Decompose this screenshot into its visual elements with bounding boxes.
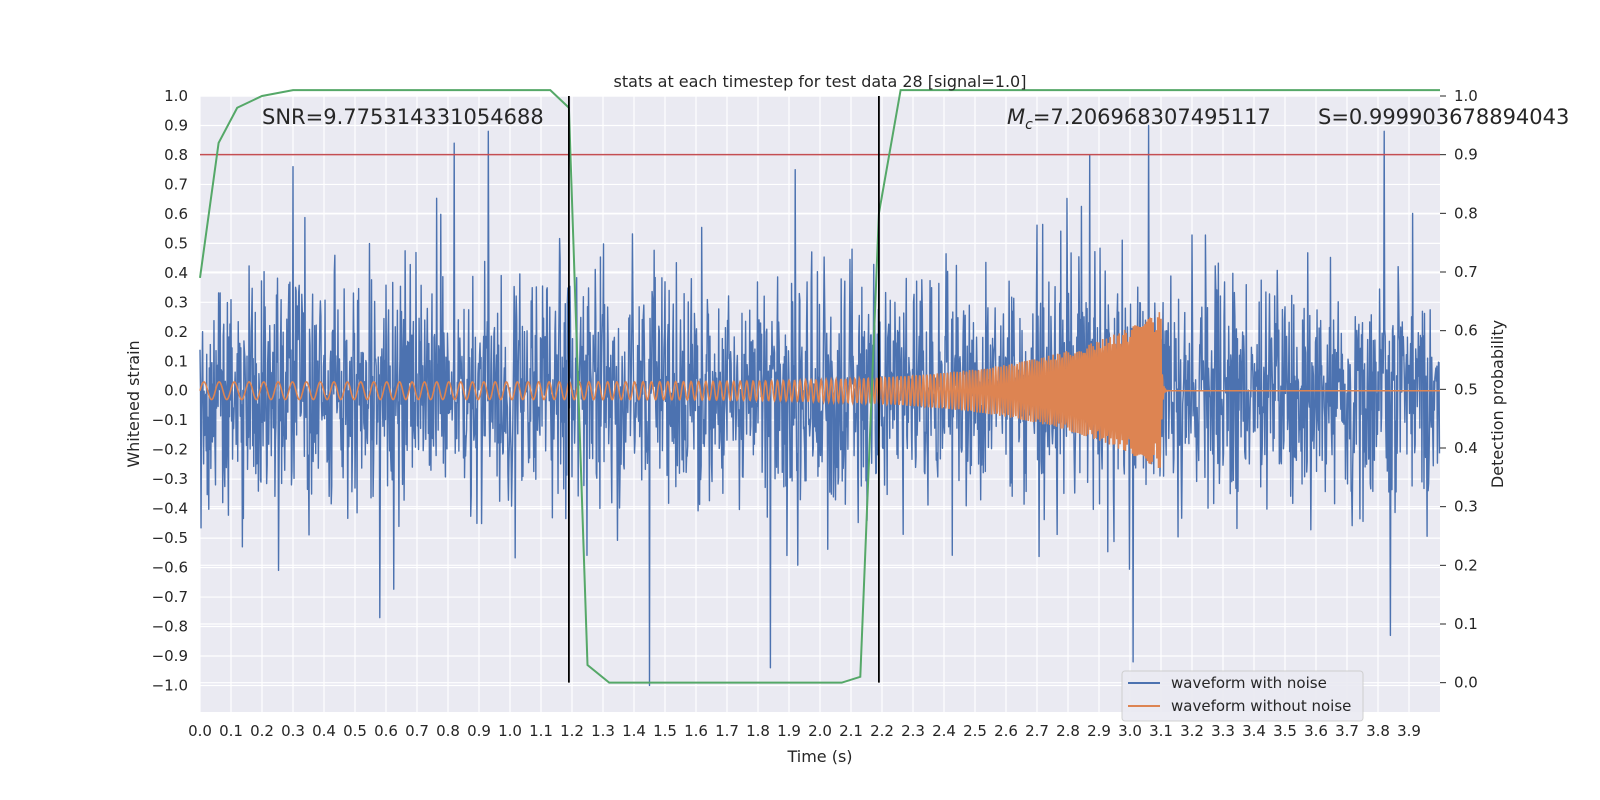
legend-box [1121, 670, 1364, 722]
x-tick-label: 1.3 [591, 722, 615, 740]
x-tick-label: 1.1 [529, 722, 553, 740]
x-tick-label: 2.2 [870, 722, 894, 740]
y2-tick-label: 0.5 [1454, 380, 1478, 398]
legend-label-noise: waveform with noise [1171, 674, 1327, 692]
y2-tick-label: 0.7 [1454, 263, 1478, 281]
x-tick-label: 3.7 [1335, 722, 1359, 740]
y2-tick-label: 0.6 [1454, 322, 1478, 340]
y-tick-label: 0.7 [164, 175, 188, 193]
x-tick-label: 2.1 [839, 722, 863, 740]
x-tick-label: 2.4 [932, 722, 956, 740]
y-tick-label: −0.8 [152, 618, 188, 636]
x-tick-label: 0.2 [250, 722, 274, 740]
x-tick-label: 1.7 [715, 722, 739, 740]
y2-tick-label: 0.1 [1454, 615, 1478, 633]
series-waveform-without-noise [199, 312, 1440, 468]
y2-tick-label: 0.4 [1454, 439, 1478, 457]
chart-title: stats at each timestep for test data 28 … [614, 72, 1027, 91]
y-tick-label: 0.1 [164, 352, 188, 370]
s-annotation: S=0.999903678894043 [1318, 105, 1569, 129]
y2-tick-label: 0.3 [1454, 498, 1478, 516]
y-tick-label: −0.9 [152, 647, 188, 665]
x-axis-label: Time (s) [786, 747, 852, 766]
mc-annotation: Mc=7.206968307495117 [1007, 105, 1271, 133]
x-tick-label: 0.5 [343, 722, 367, 740]
x-tick-label: 1.5 [653, 722, 677, 740]
x-tick-label: 3.2 [1180, 722, 1204, 740]
x-tick-label: 0.3 [281, 722, 305, 740]
mc-subscript: c [1025, 117, 1033, 133]
y2-tick-label: 0.8 [1454, 204, 1478, 222]
y-tick-label: −0.3 [152, 470, 188, 488]
x-tick-label: 0.4 [312, 722, 336, 740]
y-tick-label: −0.5 [152, 529, 188, 547]
x-tick-label: 1.6 [684, 722, 708, 740]
svg-text:Mc=7.206968307495117: Mc=7.206968307495117 [1007, 105, 1271, 133]
y2-tick-label: 0.2 [1454, 556, 1478, 574]
y-tick-label: 0.2 [164, 323, 188, 341]
x-tick-label: 0.9 [467, 722, 491, 740]
x-tick-label: 0.0 [188, 722, 212, 740]
y2-tick-label: 0.0 [1454, 674, 1478, 692]
x-tick-label: 2.8 [1056, 722, 1080, 740]
x-tick-label: 2.6 [994, 722, 1018, 740]
y-tick-label: 0.5 [164, 234, 188, 252]
legend-label-clean: waveform without noise [1171, 697, 1351, 715]
x-tick-label: 2.3 [901, 722, 925, 740]
snr-annotation: SNR=9.775314331054688 [262, 105, 544, 129]
y2-axis-label: Detection probability [1488, 320, 1507, 488]
x-tick-label: 1.0 [498, 722, 522, 740]
x-tick-label: 2.0 [808, 722, 832, 740]
y-tick-label: 1.0 [164, 87, 188, 105]
legend: waveform with noise waveform without noi… [1121, 670, 1364, 722]
y2-tick-label: 0.9 [1454, 146, 1478, 164]
x-tick-label: 0.7 [405, 722, 429, 740]
y-tick-label: 0.0 [164, 382, 188, 400]
y-tick-label: 0.8 [164, 146, 188, 164]
x-tick-label: 3.0 [1118, 722, 1142, 740]
mc-symbol: M [1007, 105, 1025, 129]
x-tick-label: 0.6 [374, 722, 398, 740]
mc-value: =7.206968307495117 [1033, 105, 1271, 129]
x-tick-label: 0.1 [219, 722, 243, 740]
x-tick-label: 3.4 [1242, 722, 1266, 740]
x-tick-label: 1.8 [746, 722, 770, 740]
x-tick-label: 2.5 [963, 722, 987, 740]
y2-tick-label: 1.0 [1454, 87, 1478, 105]
x-tick-label: 3.9 [1397, 722, 1421, 740]
x-tick-label: 3.1 [1149, 722, 1173, 740]
y-tick-label: −0.1 [152, 411, 188, 429]
ticks: 0.0 0.1 0.2 0.3 0.4 0.5 0.6 0.7 0.8 0.9 1.0 1.1 1.2 1… [152, 87, 1478, 740]
x-tick-label: 1.4 [622, 722, 646, 740]
x-tick-label: 3.5 [1273, 722, 1297, 740]
data-layer [199, 89, 1441, 687]
series-detection-probability [199, 89, 1440, 684]
y-tick-label: −0.4 [152, 500, 188, 518]
y-tick-label: 0.4 [164, 264, 188, 282]
y-tick-label: −0.6 [152, 559, 188, 577]
y-axis-label: Whitened strain [124, 340, 143, 467]
y-tick-label: 0.9 [164, 116, 188, 134]
y-tick-label: 0.3 [164, 293, 188, 311]
x-tick-label: 3.6 [1304, 722, 1328, 740]
x-tick-label: 1.2 [560, 722, 584, 740]
y-tick-label: 0.6 [164, 205, 188, 223]
x-tick-label: 2.7 [1025, 722, 1049, 740]
series-waveform-with-noise [199, 124, 1441, 687]
x-tick-label: 2.9 [1087, 722, 1111, 740]
y-tick-label: −0.7 [152, 588, 188, 606]
x-tick-label: 3.8 [1366, 722, 1390, 740]
x-tick-label: 3.3 [1211, 722, 1235, 740]
y-tick-label: −1.0 [152, 676, 188, 694]
x-tick-label: 1.9 [777, 722, 801, 740]
y-tick-label: −0.2 [152, 441, 188, 459]
x-tick-label: 0.8 [436, 722, 460, 740]
